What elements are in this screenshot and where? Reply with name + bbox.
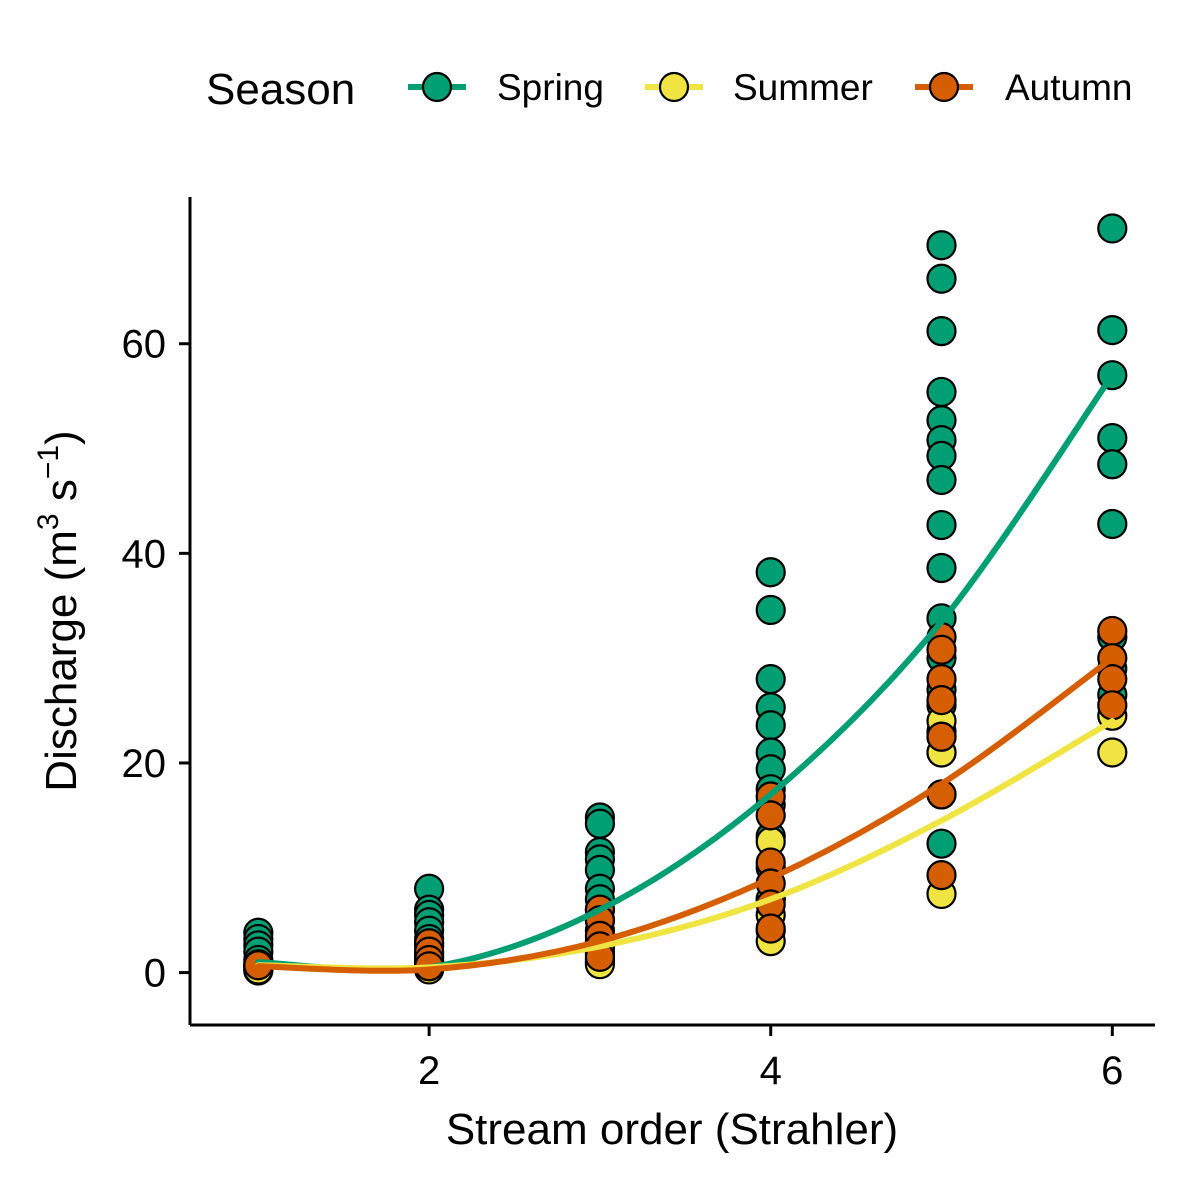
data-point [926,464,957,496]
data-point [926,860,957,891]
y-tick-label: 40 [122,532,167,576]
data-point [1097,422,1128,454]
data-point [755,664,786,695]
y-tick-label: 20 [122,742,167,786]
data-point [926,376,957,408]
legend-label-summer: Summer [733,67,873,108]
legend-marker-summer [658,71,690,103]
legend: Season Spring Summer Autumn [206,65,1133,114]
legend-marker-spring [421,71,453,103]
x-tick-label: 4 [760,1049,782,1093]
y-axis-title-main: Discharge (m [37,530,86,792]
data-point [1097,664,1128,695]
data-point [755,594,786,626]
data-point [926,552,957,584]
data-point [1097,737,1128,768]
x-axis-title: Stream order (Strahler) [446,1105,898,1154]
legend-label-autumn: Autumn [1005,67,1133,108]
data-point [926,828,957,859]
points-layer [243,213,1128,986]
data-point [926,509,957,541]
data-point [926,684,957,716]
data-point [926,263,957,294]
y-axis-title-sup2: −1 [32,445,65,479]
data-point [584,808,616,839]
data-point [926,230,957,261]
data-point [926,634,957,665]
series-spring [243,213,1128,986]
legend-marker-autumn [928,71,960,103]
data-point [1097,449,1128,480]
fit-lines-layer [255,372,1116,974]
data-point [755,800,786,831]
data-point [755,710,786,741]
y-axis-title-sup1: 3 [32,513,65,530]
data-point [1097,315,1128,346]
y-axis-title: Discharge (m3 s−1) [32,430,86,791]
data-point [926,316,957,347]
legend-key-spring: Spring [408,67,604,108]
y-axis-title-mid: s [37,479,86,513]
data-point [755,913,786,944]
x-tick-label: 2 [418,1049,440,1093]
legend-label-spring: Spring [497,67,604,108]
y-tick-label: 60 [122,323,167,367]
legend-title: Season [206,65,355,114]
data-point [1097,690,1128,721]
fit-line-autumn [255,655,1116,974]
data-point [926,721,957,752]
legend-key-autumn: Autumn [915,67,1133,108]
legend-key-summer: Summer [645,67,873,108]
y-tick-label: 0 [144,952,166,996]
x-tick-label: 6 [1101,1049,1123,1093]
y-axis-title-end: ) [37,430,86,445]
data-point [1097,213,1128,244]
data-point [755,557,786,588]
fit-line-spring [255,372,1116,974]
data-point [1097,615,1128,647]
data-point [1097,508,1128,540]
